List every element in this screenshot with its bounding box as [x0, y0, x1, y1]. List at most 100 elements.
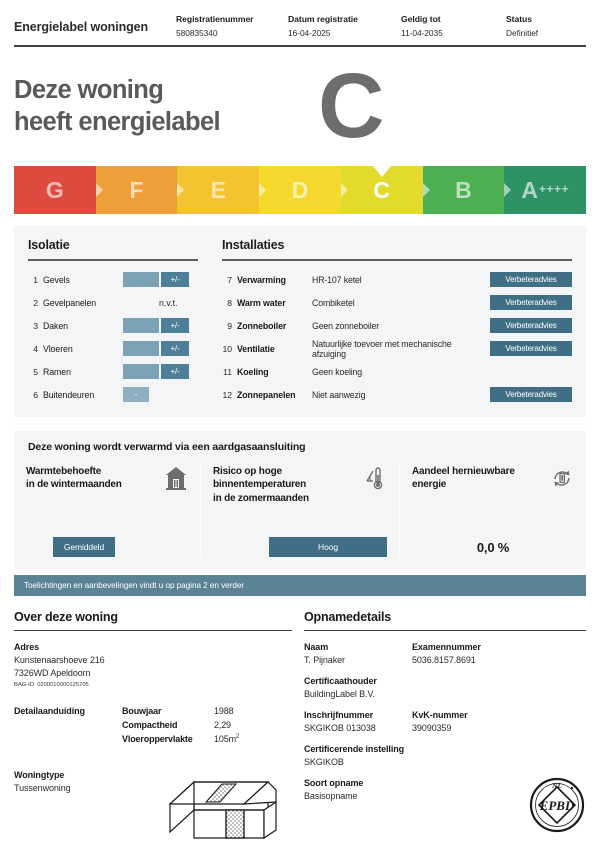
isolatie-title: Isolatie: [28, 238, 70, 252]
bag-id: BAG-ID: 0200010000125705: [14, 682, 89, 689]
opnamedetails-section: Opnamedetails Naam T. Pijnaker Examennum…: [292, 610, 586, 842]
section-divider: [304, 629, 586, 632]
detail-value: 1988: [214, 706, 234, 717]
field-label: Status: [506, 14, 532, 24]
installaties-row-list: 7 Verwarming HR-107 ketel Verbeteradvies 8 Wa…: [222, 269, 572, 406]
energy-scale: G F E D C B A ++++: [14, 166, 586, 214]
lower-sections: Over deze woning Adres Kunstenaarshoeve …: [14, 610, 586, 842]
metric-risico-hoge-binnentemperaturen: Risico op hoge binnentemperaturen in de …: [200, 464, 399, 557]
header-field-geldig-tot: Geldig tot 11-04-2035: [401, 14, 506, 38]
field-value: Definitief: [506, 28, 539, 38]
rating-value: +/-: [161, 341, 189, 356]
naam-value: T. Pijnaker: [304, 655, 345, 666]
verbeteradvies-button[interactable]: Verbeteradvies: [490, 318, 572, 333]
isolatie-row-number: 3: [33, 320, 38, 331]
scale-segment-letter: G: [45, 176, 64, 203]
gas-connection-statement: Deze woning wordt verwarmd via een aardg…: [14, 430, 586, 455]
epbd-logo-icon: EPBD NL: [529, 777, 585, 833]
isolatie-rating-indicator: +/-: [123, 341, 189, 356]
isolatie-row-number: 2: [33, 297, 38, 308]
installaties-row-value: Geen koeling: [312, 366, 363, 377]
isolatie-column: Isolatie 1 Gevels +/- 2 Gevelpanelen n.v.t. 3 D…: [28, 238, 208, 407]
house-icon: [166, 466, 186, 490]
svg-text:NL: NL: [551, 781, 562, 790]
soort-opname-block: Soort opname Basisopname: [304, 778, 586, 801]
svg-text:EPBD: EPBD: [539, 798, 575, 813]
scale-segment-notch: [422, 183, 430, 197]
detail-value-unit: 2: [235, 734, 240, 741]
detail-row-bouwjaar: Bouwjaar 1988: [122, 706, 239, 716]
header-field-registratienummer: Registratienummer 580835340: [176, 14, 288, 38]
energy-scale-marker: [372, 166, 391, 177]
rating-value: -: [123, 387, 149, 402]
energy-scale-segment-c: C: [340, 166, 430, 214]
isolatie-row-number: 6: [33, 389, 38, 400]
advice-slot: Verbeteradvies: [486, 318, 572, 333]
scale-segment-notch: [95, 183, 103, 197]
energy-scale-segment-d: D: [259, 166, 348, 214]
metric-label-line: energie: [412, 479, 447, 490]
isolatie-installaties-panel: Isolatie 1 Gevels +/- 2 Gevelpanelen n.v.t. 3 D…: [14, 226, 586, 417]
naam-label: Naam: [304, 642, 329, 653]
verbeteradvies-button[interactable]: Verbeteradvies: [490, 341, 572, 356]
installaties-row-value: Combiketel: [312, 297, 355, 308]
installaties-row: 8 Warm water Combiketel Verbeteradvies: [222, 292, 572, 314]
installaties-row-value: Natuurlijke toevoer met mechanische afzu…: [312, 338, 452, 359]
field-label: Geldig tot: [401, 14, 441, 24]
energy-label-letter: C: [318, 54, 384, 157]
certificerende-instelling-block: Certificerende instelling SKGIKOB: [304, 744, 586, 767]
installaties-row: 11 Koeling Geen koeling: [222, 361, 572, 383]
installaties-row-number: 7: [227, 274, 232, 285]
verbeteradvies-button[interactable]: Verbeteradvies: [490, 272, 572, 287]
metric-label-line: in de wintermaanden: [26, 479, 122, 490]
document-header: Energielabel woningen Registratienummer …: [0, 0, 600, 38]
field-label: Registratienummer: [176, 14, 254, 24]
certificerende-instelling-label: Certificerende instelling: [304, 744, 405, 755]
isolatie-row-label: Ramen: [43, 366, 71, 377]
isolatie-row: 4 Vloeren +/-: [28, 338, 198, 360]
thermometer-icon: [366, 466, 383, 489]
isolatie-rating-indicator: +/-: [123, 318, 189, 333]
isolatie-row: 6 Buitendeuren -: [28, 384, 198, 406]
verbeteradvies-button[interactable]: Verbeteradvies: [490, 387, 572, 402]
isolatie-row-nvt: n.v.t.: [159, 297, 178, 308]
energy-scale-segment-g: G: [14, 166, 103, 214]
verbeteradvies-button[interactable]: Verbeteradvies: [490, 295, 572, 310]
soort-opname-label: Soort opname: [304, 778, 364, 789]
certificaathouder-value: BuildingLabel B.V.: [304, 689, 375, 700]
metric-label-line: in de zomermaanden: [213, 492, 309, 504]
installaties-row: 7 Verwarming HR-107 ketel Verbeteradvies: [222, 269, 572, 291]
adres-label: Adres: [14, 642, 40, 653]
kvk-block: KvK-nummer 39090359: [412, 710, 468, 733]
inschrijfnummer-label: Inschrijfnummer: [304, 710, 374, 721]
scale-segment-notch: [177, 183, 185, 197]
adres-street: Kunstenaarshoeve 216: [14, 655, 105, 666]
inschrijfnummer-block: Inschrijfnummer SKGIKOB 013038: [304, 710, 412, 733]
installaties-row-value: Geen zonneboiler: [312, 320, 380, 331]
detail-value: 2,29: [214, 720, 231, 731]
examennummer-value: 5036.8157.8691: [412, 655, 476, 666]
installaties-row-label: Ventilatie: [237, 343, 275, 354]
adres-city: 7326WD Apeldoorn: [14, 668, 91, 679]
naam-examen-block: Naam T. Pijnaker Examennummer 5036.8157.…: [304, 642, 586, 665]
scale-segment-notch: [504, 183, 512, 197]
scale-segment-letter: D: [291, 176, 309, 203]
metrics-row: Warmtebehoefte in de wintermaanden Gemid…: [14, 454, 586, 569]
installaties-row-label: Zonnepanelen: [237, 389, 296, 400]
metric-value-pill: Gemiddeld: [53, 536, 115, 557]
field-value: 16-04-2025: [288, 28, 331, 38]
inschrijfnummer-value: SKGIKOB 013038: [304, 723, 376, 734]
installaties-divider: [222, 259, 572, 261]
inschrijf-kvk-block: Inschrijfnummer SKGIKOB 013038 KvK-numme…: [304, 710, 586, 733]
scale-segment-notch: [259, 183, 267, 197]
scale-segment-letter: B: [455, 176, 472, 203]
adres-block: Adres Kunstenaarshoeve 216 7326WD Apeldo…: [14, 642, 292, 688]
detailaanduiding-label: Detailaanduiding: [14, 706, 85, 717]
scale-segment-letter: E: [210, 176, 226, 203]
rating-value: +/-: [161, 318, 189, 333]
isolatie-row-label: Gevelpanelen: [43, 297, 97, 308]
brand-title: Energielabel woningen: [14, 20, 149, 34]
rating-bar: [123, 272, 159, 287]
detailaanduiding-block: Detailaanduiding Bouwjaar 1988 Compacthe…: [14, 706, 292, 748]
kvk-value: 39090359: [412, 723, 452, 734]
